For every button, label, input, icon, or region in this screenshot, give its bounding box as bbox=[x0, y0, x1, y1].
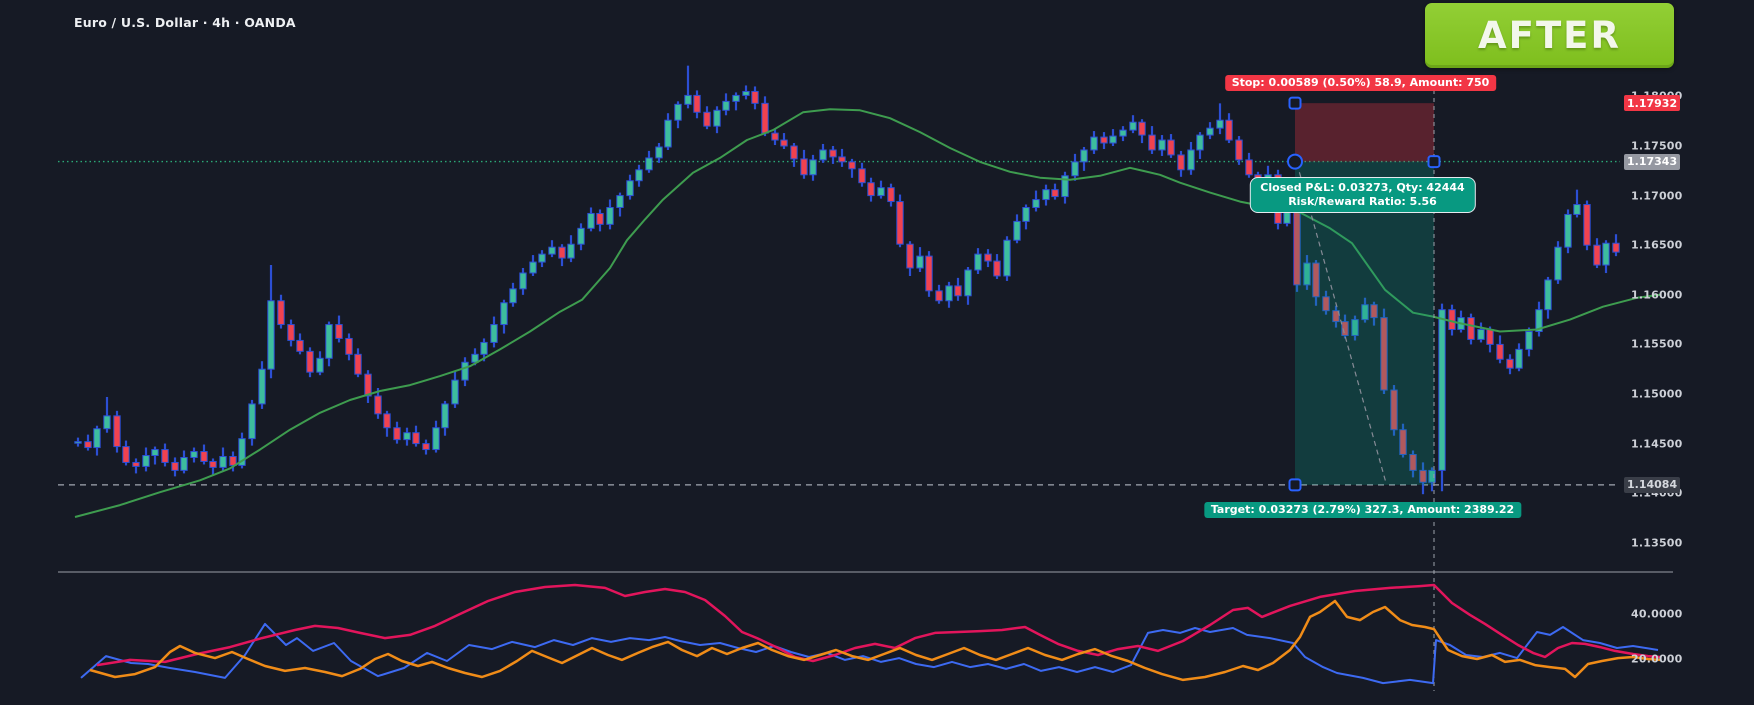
stop-label[interactable]: Stop: 0.00589 (0.50%) 58.9, Amount: 750 bbox=[1224, 75, 1497, 92]
stop-price-label: 1.17932 bbox=[1624, 95, 1680, 112]
entry-price-label: 1.17343 bbox=[1624, 153, 1680, 170]
price-tick: 1.16000 bbox=[1631, 288, 1683, 302]
target-handle[interactable] bbox=[1288, 478, 1302, 492]
stop-zone bbox=[1295, 103, 1434, 162]
target-label[interactable]: Target: 0.03273 (2.79%) 327.3, Amount: 2… bbox=[1203, 501, 1522, 518]
close-handle[interactable] bbox=[1427, 155, 1441, 169]
price-tick: 1.17000 bbox=[1631, 189, 1683, 203]
price-tick: 1.15000 bbox=[1631, 387, 1683, 401]
candlestick-series bbox=[74, 65, 1620, 495]
price-tick: 1.14500 bbox=[1631, 437, 1683, 451]
orange-di-line bbox=[89, 599, 1661, 682]
price-tick: 1.17500 bbox=[1631, 139, 1683, 153]
price-tick: 1.13500 bbox=[1631, 536, 1683, 550]
ma-line bbox=[74, 108, 1661, 518]
after-badge: AFTER bbox=[1425, 3, 1674, 68]
trend-dashed-line bbox=[1296, 163, 1387, 484]
symbol-title[interactable]: Euro / U.S. Dollar · 4h · OANDA bbox=[74, 15, 296, 30]
blue-di-line bbox=[80, 622, 1659, 685]
indicator-tick: 20.0000 bbox=[1631, 652, 1683, 666]
pnl-label[interactable]: Closed P&L: 0.03273, Qty: 42444 Risk/Rew… bbox=[1249, 176, 1476, 214]
indicator-tick: 40.0000 bbox=[1631, 607, 1683, 621]
entry-handle[interactable] bbox=[1287, 153, 1303, 170]
target-price-label: 1.14084 bbox=[1624, 476, 1680, 493]
pink-adx-line bbox=[96, 583, 1661, 667]
pnl-closed-line: Closed P&L: 0.03273, Qty: 42444 bbox=[1260, 180, 1465, 194]
price-tick: 1.15500 bbox=[1631, 337, 1683, 351]
stop-handle[interactable] bbox=[1288, 96, 1302, 110]
price-tick: 1.16500 bbox=[1631, 238, 1683, 252]
target-zone bbox=[1295, 161, 1434, 485]
pnl-risk-reward-line: Risk/Reward Ratio: 5.56 bbox=[1288, 194, 1437, 208]
